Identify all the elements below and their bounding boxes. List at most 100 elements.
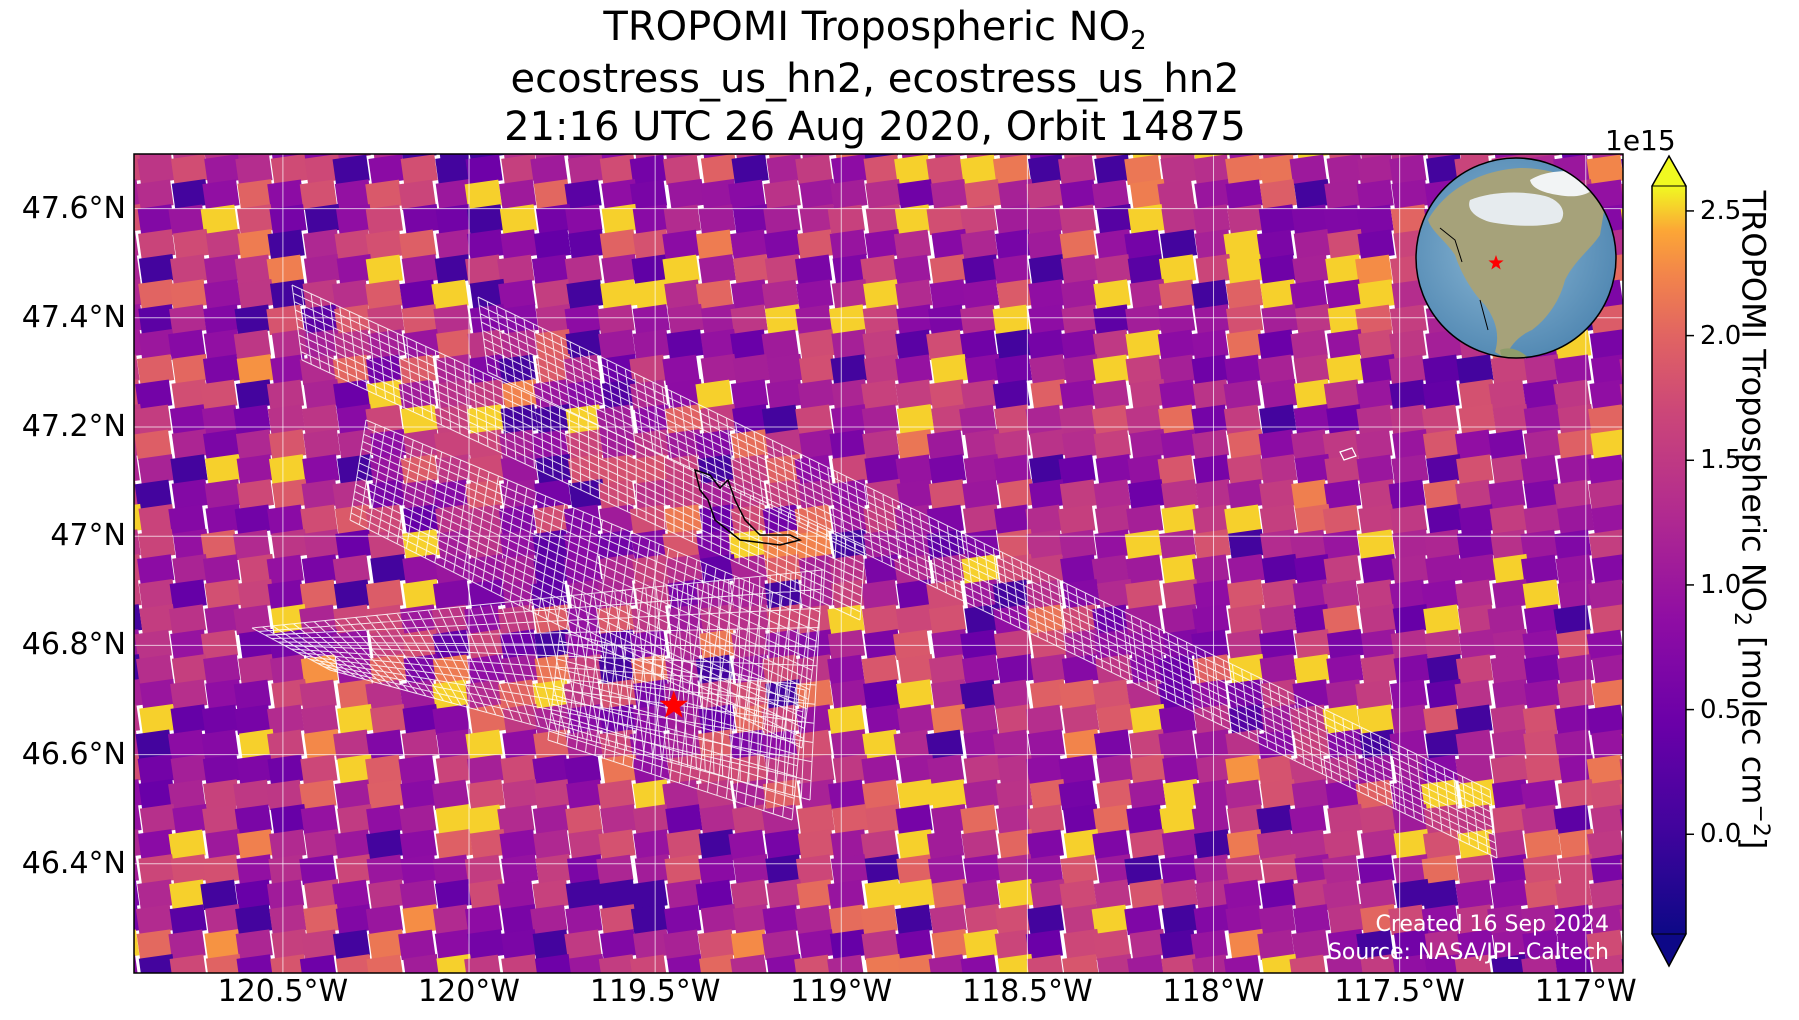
no2-pixel — [1522, 854, 1561, 885]
no2-pixel — [1129, 928, 1167, 960]
no2-pixel — [1223, 879, 1262, 911]
no2-pixel — [1223, 379, 1261, 411]
no2-pixel — [332, 929, 371, 961]
no2-pixel — [1359, 804, 1397, 835]
no2-pixel — [828, 904, 867, 935]
no2-pixel — [1256, 829, 1295, 861]
no2-pixel — [663, 929, 701, 960]
no2-pixel — [235, 929, 273, 960]
no2-pixel — [1128, 779, 1166, 810]
no2-pixel — [794, 254, 833, 286]
no2-pixel — [861, 604, 900, 635]
no2-pixel — [139, 603, 177, 635]
no2-pixel — [997, 178, 1036, 210]
no2-pixel — [1025, 929, 1064, 961]
no2-pixel — [235, 904, 273, 935]
no2-pixel — [401, 304, 439, 335]
no2-pixel — [962, 479, 1000, 510]
no2-pixel — [1258, 429, 1296, 460]
no2-pixel — [828, 779, 866, 811]
no2-pixel — [931, 628, 969, 660]
no2-pixel — [1259, 879, 1297, 910]
no2-pixel — [203, 304, 241, 335]
no2-pixel — [799, 154, 837, 160]
no2-pixel — [1025, 179, 1064, 211]
no2-pixel — [1586, 754, 1623, 786]
no2-pixel — [267, 729, 305, 761]
no2-pixel — [169, 879, 207, 910]
no2-pixel — [1323, 554, 1361, 585]
no2-pixel — [1357, 854, 1395, 885]
no2-pixel — [565, 804, 603, 835]
no2-pixel — [172, 803, 210, 835]
no2-pixel — [1554, 704, 1592, 735]
no2-pixel — [431, 604, 470, 636]
no2-pixel — [497, 879, 535, 911]
no2-pixel — [761, 279, 800, 311]
no2-pixel — [1455, 879, 1493, 910]
no2-pixel — [268, 429, 306, 460]
no2-pixel — [864, 229, 902, 260]
colorbar-tick-label: 0.0 — [1700, 819, 1742, 850]
no2-pixel — [1322, 579, 1360, 611]
lon-tick-label: 118°W — [1162, 974, 1265, 1009]
no2-pixel — [1058, 754, 1096, 786]
no2-pixel — [332, 354, 371, 386]
no2-pixel — [1129, 878, 1167, 910]
no2-pixel — [662, 529, 700, 561]
no2-pixel — [632, 429, 670, 460]
no2-pixel — [501, 954, 539, 973]
no2-pixel — [961, 829, 999, 860]
no2-pixel — [596, 854, 634, 886]
no2-pixel — [1555, 554, 1593, 585]
no2-pixel — [960, 704, 998, 735]
no2-pixel — [1124, 604, 1162, 636]
no2-pixel — [1326, 654, 1364, 685]
no2-pixel — [1324, 454, 1362, 485]
no2-pixel — [761, 804, 800, 836]
no2-pixel — [964, 353, 1003, 385]
no2-pixel — [959, 329, 998, 361]
no2-pixel — [1389, 154, 1427, 185]
no2-pixel — [764, 629, 803, 660]
no2-pixel — [233, 529, 271, 561]
no2-pixel — [435, 154, 473, 185]
no2-pixel — [567, 154, 606, 185]
no2-pixel — [535, 303, 574, 335]
no2-pixel — [137, 879, 175, 910]
no2-pixel — [1554, 529, 1592, 560]
no2-pixel — [861, 579, 899, 611]
no2-pixel — [895, 279, 933, 310]
no2-pixel — [863, 279, 901, 310]
no2-pixel — [995, 329, 1033, 360]
no2-pixel — [1259, 629, 1297, 660]
no2-pixel — [402, 554, 440, 585]
no2-pixel — [303, 254, 342, 285]
no2-pixel — [764, 254, 802, 285]
no2-pixel — [1523, 604, 1562, 635]
no2-pixel — [1322, 529, 1360, 561]
no2-pixel — [993, 254, 1031, 286]
no2-pixel — [1457, 604, 1496, 635]
no2-pixel — [1391, 554, 1429, 585]
no2-pixel — [169, 304, 207, 335]
no2-pixel — [564, 254, 603, 285]
no2-pixel — [896, 579, 934, 610]
no2-pixel — [598, 954, 637, 973]
no2-pixel — [829, 229, 867, 260]
no2-pixel — [666, 953, 705, 973]
no2-pixel — [1227, 554, 1266, 585]
no2-pixel — [797, 754, 835, 785]
no2-pixel — [1159, 379, 1197, 410]
no2-pixel — [367, 779, 405, 810]
lat-tick-label: 46.4°N — [21, 845, 126, 881]
no2-pixel — [830, 729, 869, 760]
no2-pixel — [435, 204, 473, 235]
no2-pixel — [432, 854, 470, 885]
no2-pixel — [500, 754, 538, 785]
no2-pixel — [502, 778, 540, 810]
no2-pixel — [1228, 928, 1266, 960]
no2-pixel — [434, 879, 473, 910]
no2-pixel — [893, 729, 931, 761]
no2-pixel — [996, 154, 1034, 160]
